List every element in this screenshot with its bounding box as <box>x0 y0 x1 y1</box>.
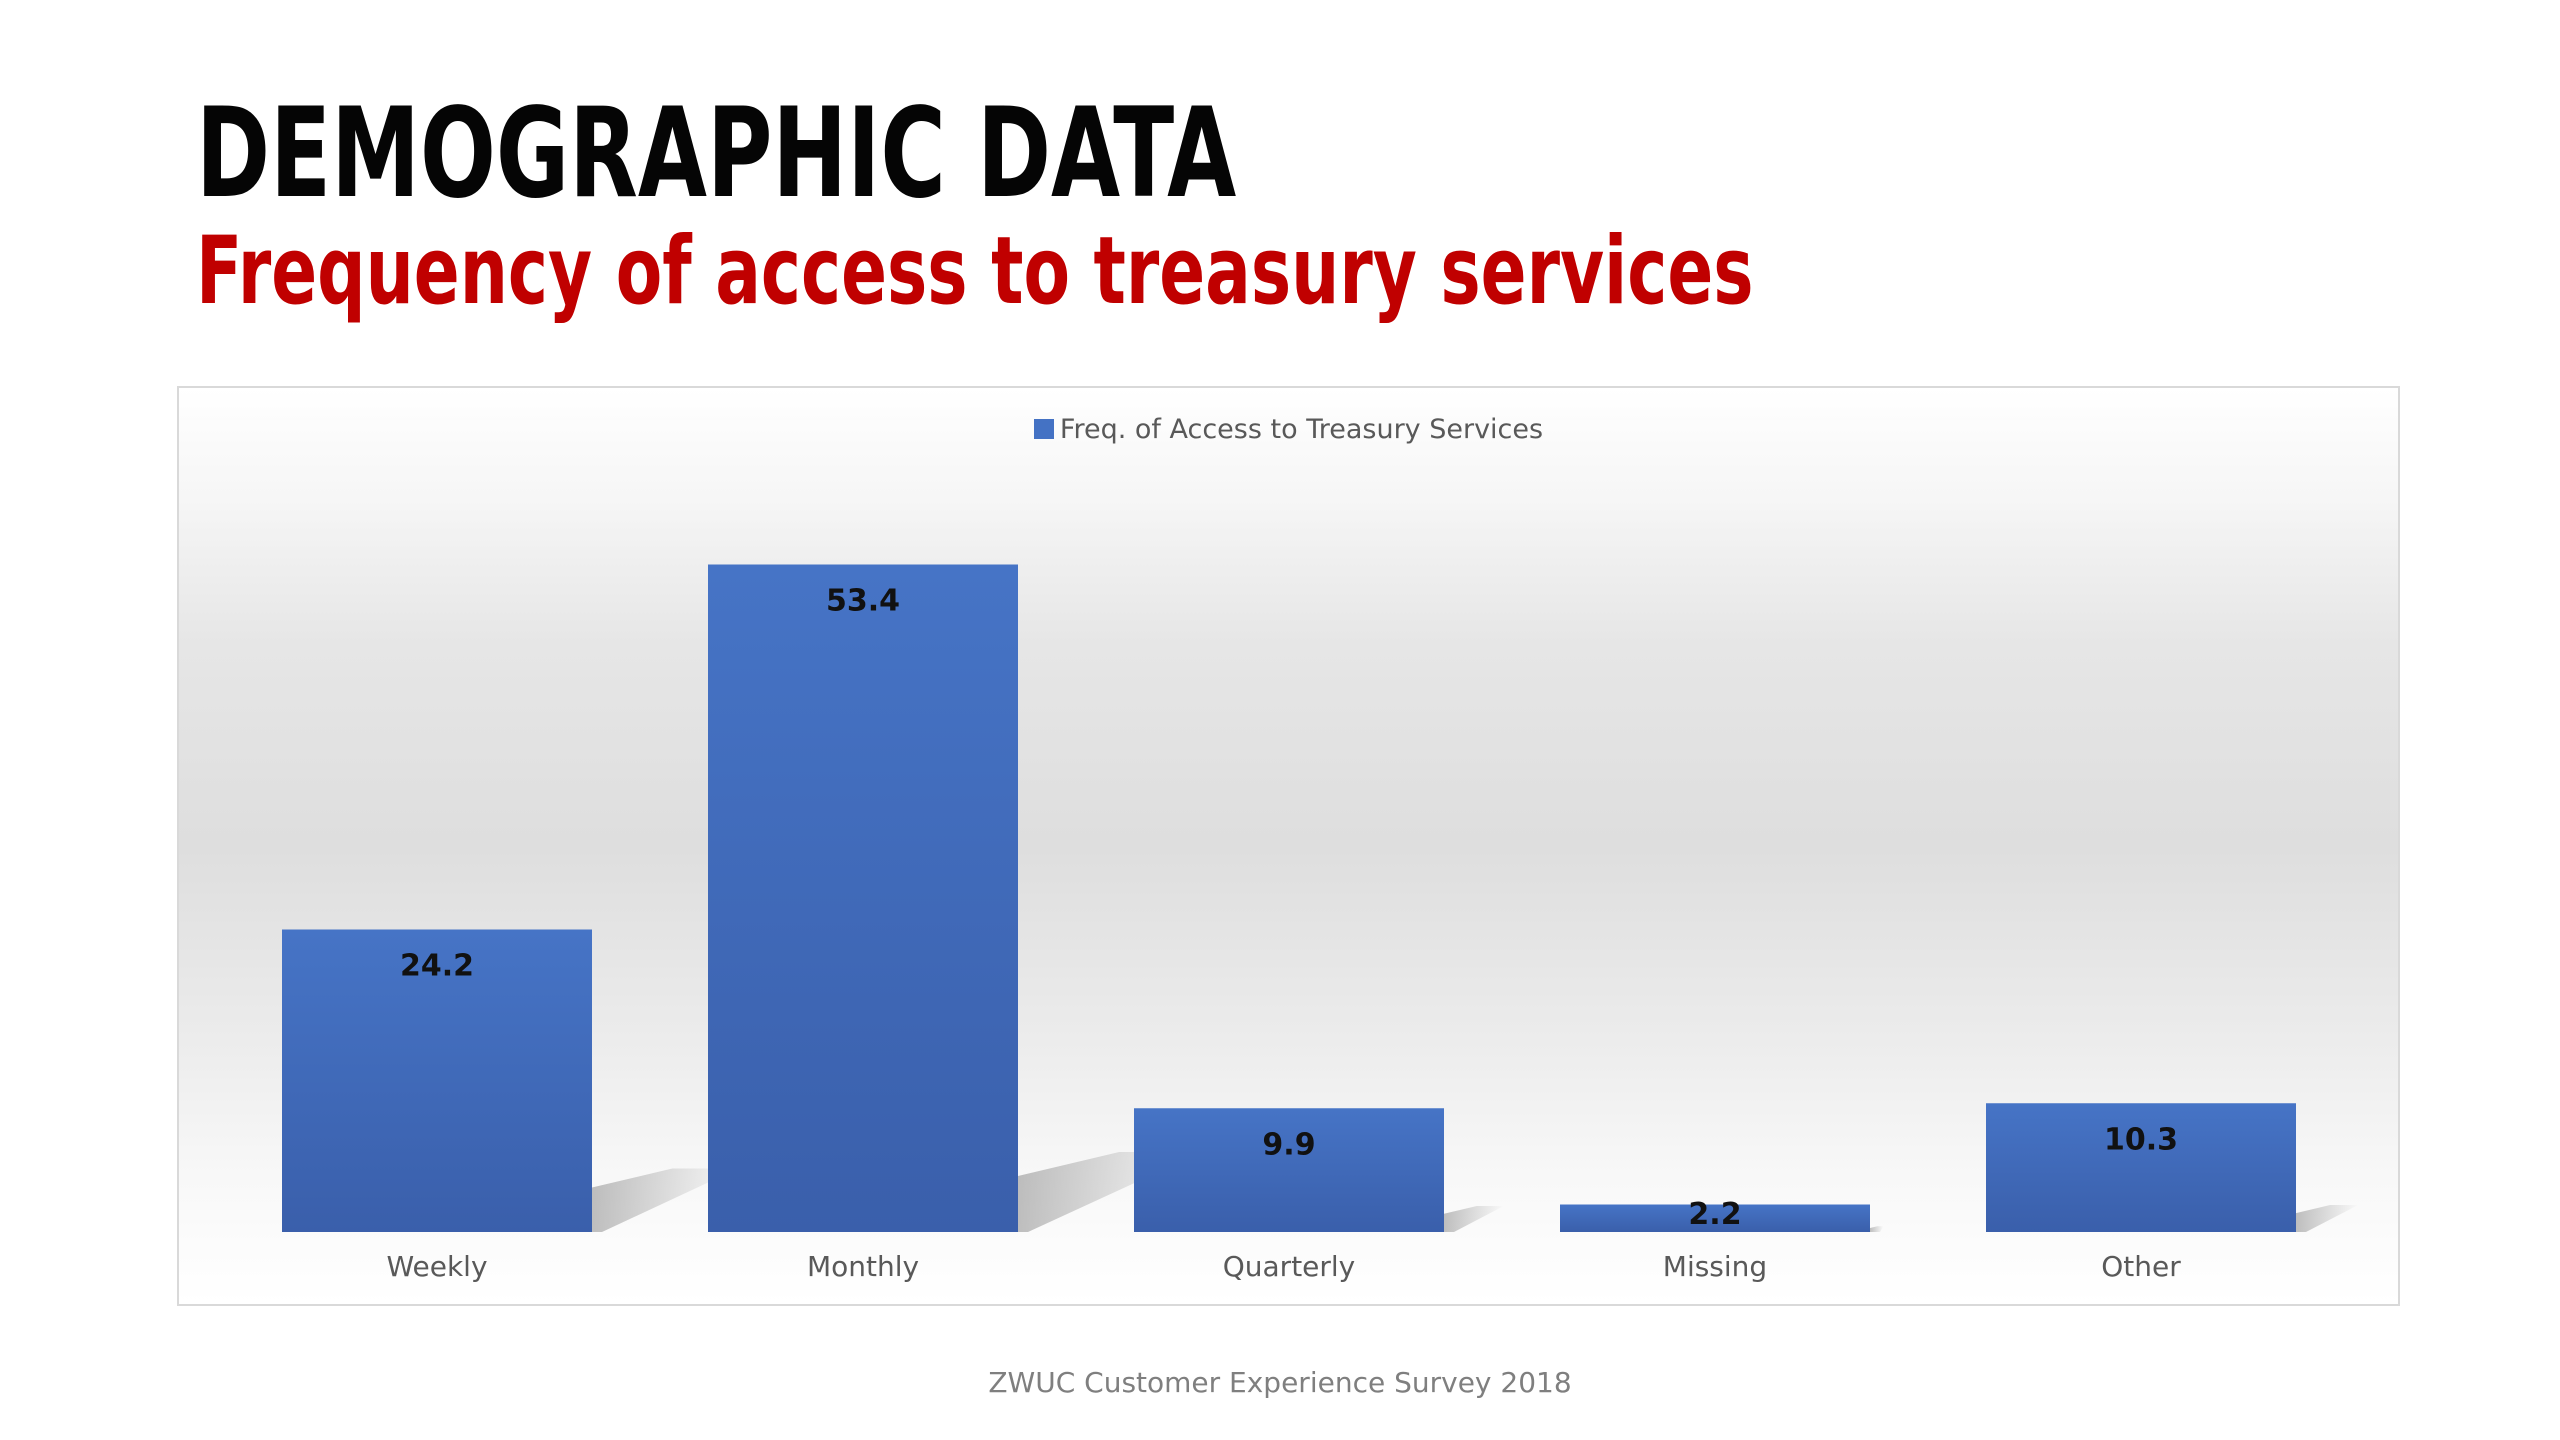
bar-chart: 24.2 53.4 9.9 2.2 10.3 Weekly Monthly Quarterl… <box>282 564 2359 1283</box>
slide-title: DEMOGRAPHIC DATA <box>196 82 1237 226</box>
bar-weekly <box>282 929 592 1232</box>
bar-shadow-other <box>2296 1204 2359 1232</box>
bar-missing <box>1560 1204 1870 1232</box>
slide-footer: ZWUC Customer Experience Survey 2018 <box>988 1366 1572 1399</box>
bar-shadow-missing <box>1870 1226 1884 1232</box>
category-label-quarterly: Quarterly <box>1223 1250 1356 1283</box>
data-label-monthly: 53.4 <box>826 584 900 619</box>
data-label-quarterly: 9.9 <box>1262 1127 1315 1162</box>
chart-area: Freq. of Access to Treasury Services 24.… <box>177 386 2400 1306</box>
data-label-weekly: 24.2 <box>400 949 474 984</box>
chart-legend: Freq. of Access to Treasury Services <box>179 414 2398 445</box>
slide-subtitle: Frequency of access to treasury services <box>196 217 1754 326</box>
category-label-other: Other <box>2101 1250 2181 1283</box>
legend-swatch <box>1033 419 1054 439</box>
legend-label: Freq. of Access to Treasury Services <box>1059 414 1544 445</box>
bar-monthly <box>708 564 1018 1232</box>
category-label-weekly: Weekly <box>386 1250 487 1283</box>
category-label-monthly: Monthly <box>807 1250 919 1283</box>
bar-other <box>1986 1103 2296 1232</box>
data-label-other: 10.3 <box>2104 1122 2178 1157</box>
category-label-missing: Missing <box>1663 1250 1767 1283</box>
bar-shadow-weekly <box>592 1168 739 1232</box>
bar-shadow-quarterly <box>1444 1206 1504 1232</box>
bar-quarterly <box>1134 1108 1444 1232</box>
data-label-missing: 2.2 <box>1688 1197 1741 1232</box>
